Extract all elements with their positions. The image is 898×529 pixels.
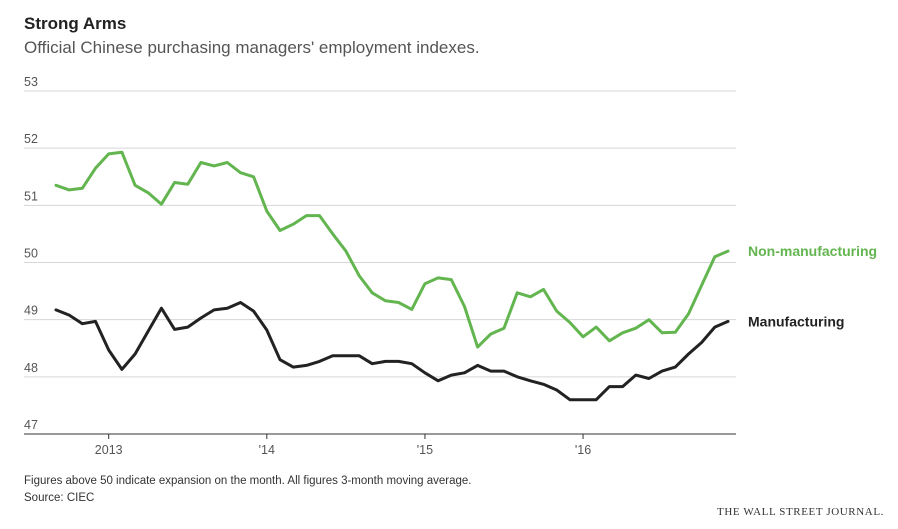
y-tick-label: 50: [24, 247, 38, 261]
y-axis-tick-labels: 53 52 51 50 49 48 47: [24, 75, 38, 432]
x-axis: 2013 '14 '15 '16: [24, 433, 736, 457]
chart-title: Strong Arms: [24, 14, 127, 33]
series-label-manufacturing: Manufacturing: [748, 313, 844, 329]
y-tick-label: 52: [24, 132, 38, 146]
chart-subtitle: Official Chinese purchasing managers' em…: [24, 38, 480, 57]
series-label-non-manufacturing: Non-manufacturing: [748, 243, 877, 259]
y-tick-label: 51: [24, 189, 38, 203]
y-tick-label: 49: [24, 304, 38, 318]
footnote-note: Figures above 50 indicate expansion on t…: [24, 475, 472, 487]
footnote-source: Source: CIEC: [24, 492, 95, 504]
y-tick-label: 47: [24, 418, 38, 432]
gridlines: [24, 90, 736, 378]
y-tick-label: 48: [24, 361, 38, 375]
y-tick-label: 53: [24, 75, 38, 89]
x-tick-label: 2013: [95, 443, 123, 457]
publisher-credit: THE WALL STREET JOURNAL.: [717, 506, 884, 518]
x-tick-label: '14: [259, 443, 275, 457]
series-line-non-manufacturing: [54, 150, 730, 349]
series-lines: [54, 150, 730, 402]
series-line-manufacturing: [54, 301, 730, 402]
x-tick-label: '15: [417, 443, 433, 457]
footnote: Figures above 50 indicate expansion on t…: [24, 473, 472, 507]
series-labels: Non-manufacturing Manufacturing: [748, 243, 877, 329]
x-tick-label: '16: [575, 443, 591, 457]
